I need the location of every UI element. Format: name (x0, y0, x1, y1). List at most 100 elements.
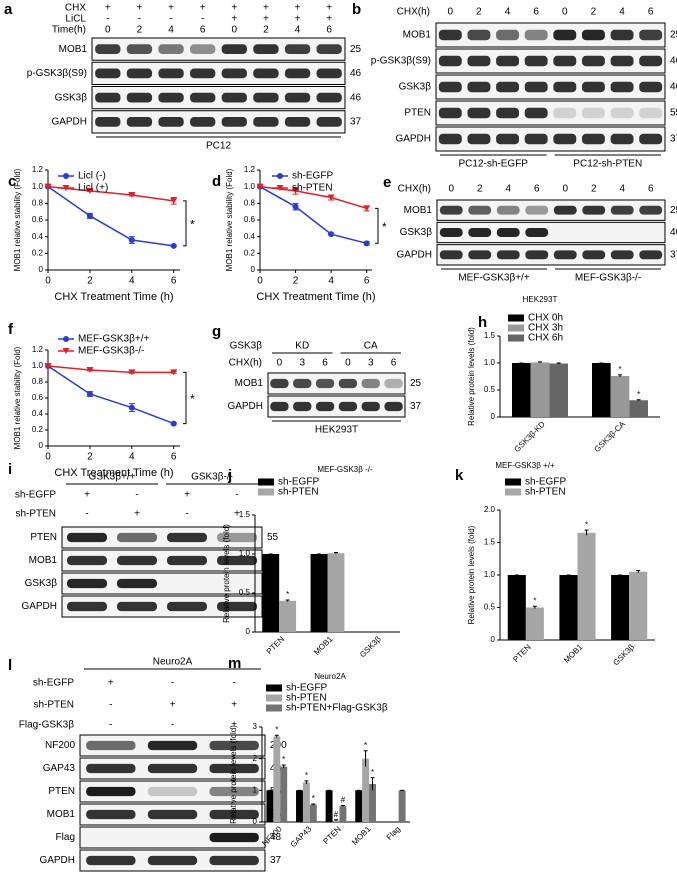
point (328, 231, 335, 238)
kda-label: 37 (270, 855, 282, 866)
blot-strip (61, 572, 263, 595)
band (209, 855, 259, 866)
band (209, 740, 259, 751)
band (467, 133, 491, 145)
x-tick-label: 0 (45, 276, 51, 287)
y-tick-label: 0.5 (484, 385, 496, 394)
band (524, 29, 548, 41)
significance-label: * (371, 768, 374, 777)
y-tick-label: 1.5 (239, 510, 251, 519)
significance-label: # (334, 810, 339, 819)
lane-label: 6 (533, 7, 539, 18)
row-label: MOB1 (404, 205, 433, 216)
band (67, 601, 107, 612)
legend-label: CHX 6h (528, 333, 563, 344)
band (158, 117, 184, 127)
header-label: sh-PTEN (33, 700, 74, 711)
band (582, 205, 606, 215)
group-label: GSK3β-/- (191, 472, 233, 483)
band (639, 133, 663, 145)
lane-label: + (184, 490, 190, 501)
band (95, 44, 121, 54)
point (170, 420, 177, 427)
band (86, 763, 136, 774)
band (438, 133, 462, 145)
y-tick-label: 0.8 (32, 198, 44, 207)
kda-label: 37 (670, 134, 677, 145)
y-tick-label: 0.2 (32, 425, 44, 434)
significance-label: * (190, 218, 195, 232)
band (221, 44, 247, 54)
bar (369, 784, 376, 822)
band (468, 205, 492, 215)
band (524, 107, 548, 119)
x-tick-label: 2 (87, 276, 93, 287)
legend-swatch (508, 314, 524, 322)
lane-label: - (106, 14, 109, 25)
header-label: CHX(h) (398, 184, 431, 195)
y-tick-label: 0 (39, 441, 44, 450)
band (496, 29, 520, 41)
x-tick-label: 2 (87, 452, 93, 463)
band (209, 786, 259, 797)
chart-title: MEF-GSK3β -/- (317, 465, 373, 474)
significance-label: * (364, 741, 367, 750)
error-bar (618, 374, 622, 378)
footer-label: MEF-GSK3β-/- (575, 273, 641, 284)
band (167, 555, 207, 566)
band (610, 29, 634, 41)
lane-label: + (263, 14, 269, 25)
band (553, 205, 577, 215)
band (67, 578, 107, 589)
y-tick-label: 0 (491, 412, 496, 421)
footer-label: HEK293T (315, 425, 358, 436)
panel-label: h (478, 314, 487, 331)
x-tick-label: GAP43 (289, 824, 314, 849)
kda-label: 25 (410, 378, 422, 389)
kda-label: 37 (350, 117, 362, 128)
y-tick-label: 0.6 (244, 215, 256, 224)
lane-label: - (109, 720, 112, 731)
x-tick-label: MOB1 (350, 824, 373, 847)
series-line (47, 365, 174, 374)
band (468, 250, 492, 260)
lane-label: 6 (534, 184, 540, 195)
bar (325, 790, 333, 822)
lane-label: 4 (168, 25, 174, 36)
band (126, 92, 153, 103)
blot-strip (267, 372, 406, 395)
blot-strip (436, 244, 666, 266)
significance-label: * (275, 725, 278, 734)
x-tick-label: PTEN (265, 634, 287, 656)
group-label: CA (364, 341, 378, 352)
row-label: GSK3β (55, 92, 88, 103)
x-axis-label: CHX Treatment Time (h) (54, 467, 173, 479)
band (361, 401, 380, 412)
group-label: Neuro2A (153, 657, 193, 668)
panel-label: m (228, 655, 241, 672)
lane-label: 3 (368, 358, 374, 369)
panel-label: e (383, 174, 391, 191)
band (439, 228, 463, 237)
band (316, 117, 342, 127)
band (284, 68, 311, 79)
band (438, 81, 462, 93)
error-bar (340, 805, 345, 807)
band (581, 29, 605, 41)
y-tick-label: 0.8 (32, 377, 44, 386)
panel-label: l (8, 657, 12, 674)
row-label: GSK3β (400, 227, 433, 238)
band (158, 68, 184, 79)
bar (332, 820, 340, 822)
band (581, 81, 605, 93)
panel-label: k (455, 467, 464, 484)
kda-label: 25 (670, 30, 677, 41)
legend-swatch (266, 694, 282, 702)
lane-label: 6 (322, 358, 328, 369)
lane-label: 4 (619, 7, 625, 18)
lane-label: + (231, 3, 237, 14)
legend-label: CHX 3h (528, 323, 563, 334)
band (553, 29, 577, 41)
y-tick-label: 0.5 (484, 603, 496, 612)
point (170, 369, 178, 376)
